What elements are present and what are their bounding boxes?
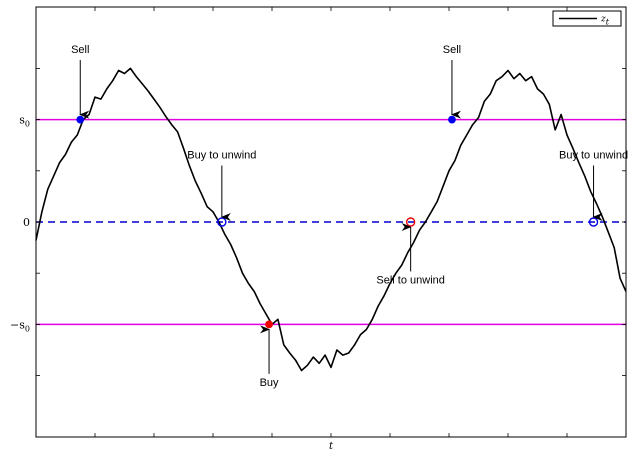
reference-lines (36, 118, 626, 326)
axes: s0 0 −s0 t (10, 6, 627, 452)
annotations: Sell Buy to unwind Buy Sell to unwind Sell Bu… (71, 44, 628, 389)
y-tick-label-2: −s0 (10, 318, 30, 333)
signal-marker-2 (265, 320, 273, 329)
y-tick-label-1: 0 (23, 216, 30, 229)
signal-marker-4 (448, 115, 456, 124)
annotation-label-3: Sell to unwind (376, 274, 445, 286)
series-layer (35, 67, 627, 372)
annotation-label-4: Sell (443, 44, 461, 56)
legend: zt (552, 10, 622, 27)
annotation-label-1: Buy to unwind (187, 150, 256, 162)
annotation-label-5: Buy to unwind (559, 150, 628, 162)
signal-marker-0 (76, 115, 85, 124)
legend-label-0: zt (600, 15, 610, 27)
y-tick-label-0: s0 (19, 114, 30, 129)
series-line-0 (35, 67, 627, 372)
annotation-label-0: Sell (71, 44, 89, 56)
annotation-label-2: Buy (260, 377, 279, 389)
x-axis-label: t (329, 441, 334, 452)
